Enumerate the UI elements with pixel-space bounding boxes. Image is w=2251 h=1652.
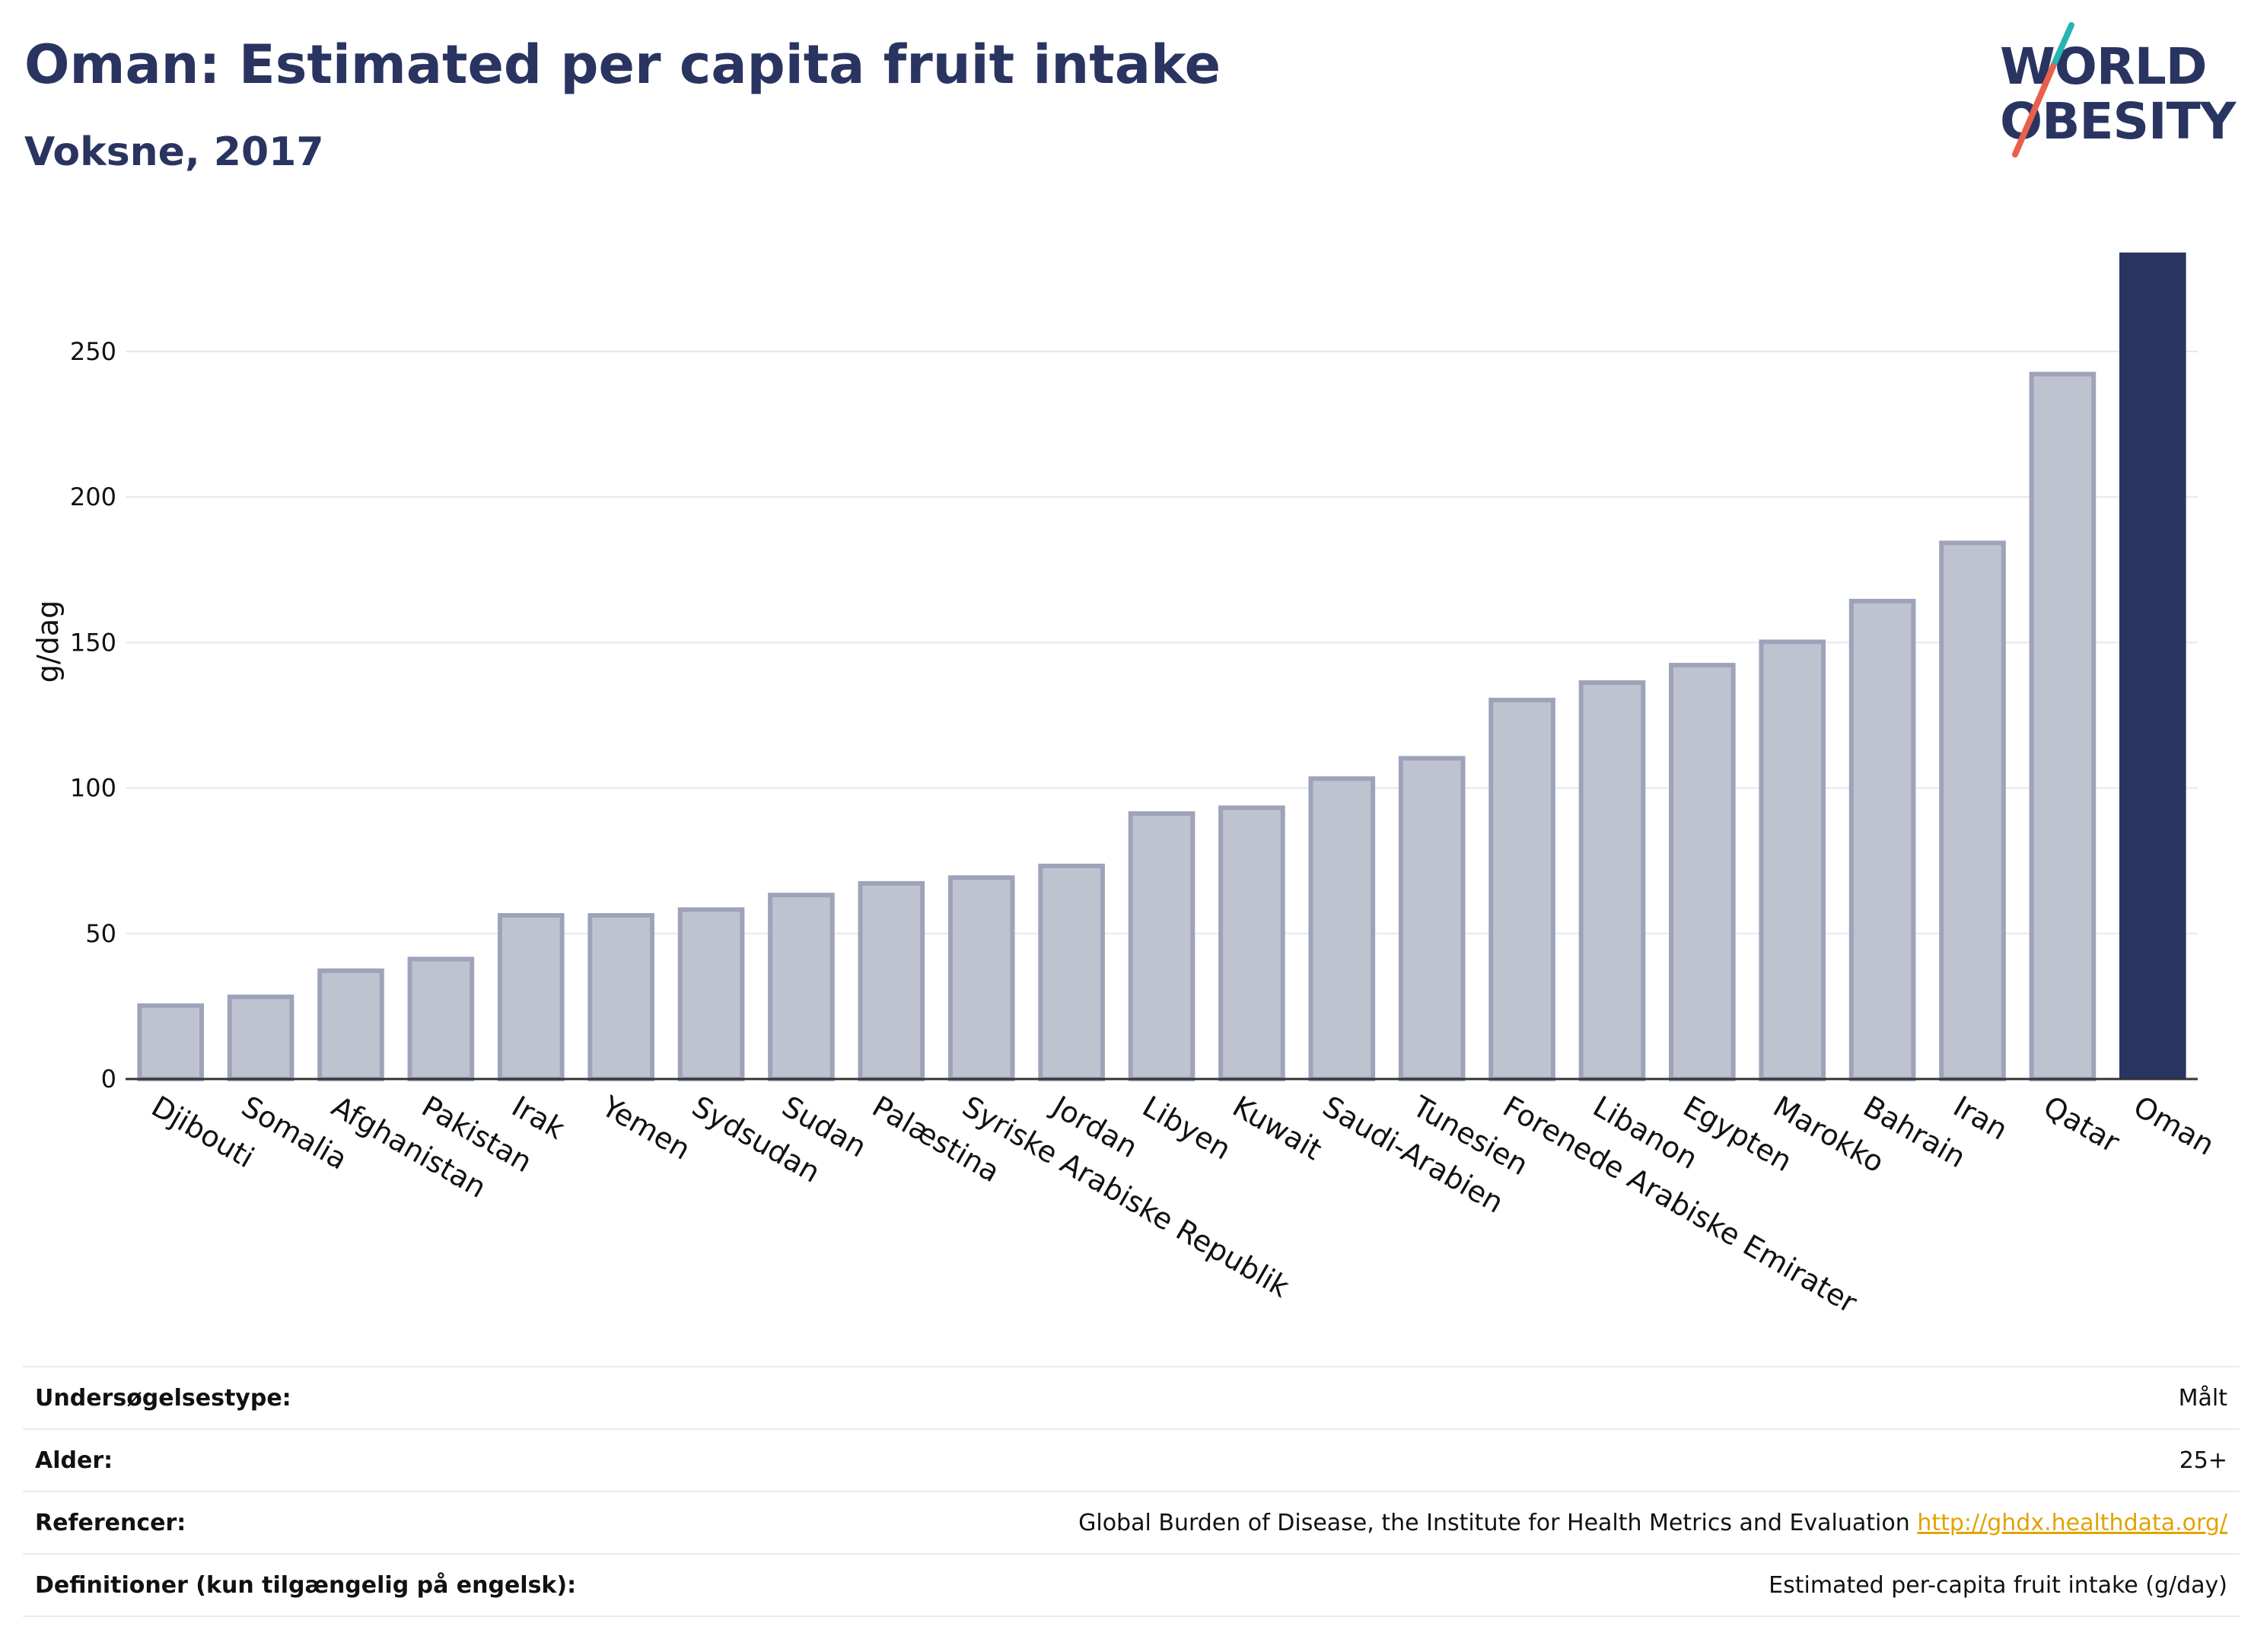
bar xyxy=(1848,598,1916,1081)
info-row-survey-type: Undersøgelsestype: Målt xyxy=(23,1366,2240,1430)
bar xyxy=(768,893,835,1081)
bar-chart: 050100150200250DjiboutiSomaliaAfghanista… xyxy=(31,252,2220,1319)
bar xyxy=(407,957,475,1081)
x-tick-label: Qatar xyxy=(2038,1090,2125,1160)
bar xyxy=(1398,756,1466,1081)
y-tick-label: 150 xyxy=(70,628,116,657)
bar xyxy=(1939,540,2006,1081)
y-tick-label: 200 xyxy=(70,482,116,511)
bar xyxy=(1128,811,1196,1082)
bar xyxy=(858,880,925,1081)
info-row-definitions: Definitioner (kun tilgængelig på engelsk… xyxy=(23,1553,2240,1617)
reference-link[interactable]: http://ghdx.healthdata.org/ xyxy=(1917,1509,2227,1536)
x-tick-label: Libyen xyxy=(1137,1090,1237,1167)
bar xyxy=(1578,680,1646,1081)
y-axis-label: g/dag xyxy=(31,600,65,683)
bar xyxy=(137,1003,205,1081)
bar xyxy=(227,995,295,1082)
logo-slash-teal xyxy=(2050,22,2074,69)
bar xyxy=(497,913,565,1081)
bar xyxy=(1669,663,1736,1081)
logo-word-1: WORLD xyxy=(2000,37,2208,96)
info-row-age: Alder: 25+ xyxy=(23,1428,2240,1492)
info-table: Undersøgelsestype: Målt Alder: 25+ Refer… xyxy=(23,1366,2240,1617)
reference-text: Global Burden of Disease, the Institute … xyxy=(1078,1509,1910,1536)
x-tick-label: Djibouti xyxy=(146,1090,260,1175)
info-value: Estimated per-capita fruit intake (g/day… xyxy=(743,1553,2240,1617)
y-tick-label: 250 xyxy=(70,337,116,366)
bar xyxy=(317,968,384,1081)
info-row-references: Referencer: Global Burden of Disease, th… xyxy=(23,1491,2240,1555)
bar xyxy=(947,875,1015,1082)
info-key: Alder: xyxy=(23,1428,744,1492)
bars xyxy=(137,252,2186,1082)
bar xyxy=(1218,805,1285,1081)
info-key: Undersøgelsestype: xyxy=(23,1366,744,1430)
bar xyxy=(1759,639,1826,1081)
x-tick-label: Yemen xyxy=(596,1089,696,1167)
y-tick-label: 100 xyxy=(70,774,116,803)
bar xyxy=(2029,371,2097,1081)
world-obesity-logo: WORLD OBESITY xyxy=(1986,19,2245,160)
chart-title: Oman: Estimated per capita fruit intake xyxy=(24,33,1221,96)
info-key: Definitioner (kun tilgængelig på engelsk… xyxy=(23,1553,744,1617)
bar xyxy=(677,907,745,1081)
y-tick-label: 50 xyxy=(85,919,116,948)
bar xyxy=(1488,697,1555,1082)
info-value: Målt xyxy=(743,1366,2240,1430)
bar xyxy=(587,913,654,1081)
info-value: Global Burden of Disease, the Institute … xyxy=(743,1491,2240,1555)
x-tick-label: Oman xyxy=(2128,1090,2220,1162)
bar xyxy=(1308,776,1376,1081)
logo-slash-icon xyxy=(2012,22,2074,158)
bar-highlight xyxy=(2119,252,2186,1079)
info-key: Referencer: xyxy=(23,1491,744,1555)
chart-subtitle: Voksne, 2017 xyxy=(24,129,324,175)
x-tick-label: Kuwait xyxy=(1227,1090,1327,1167)
info-value: 25+ xyxy=(743,1428,2240,1492)
y-tick-label: 0 xyxy=(101,1065,116,1093)
bar xyxy=(1038,863,1105,1081)
logo-slash-coral xyxy=(2012,63,2056,158)
